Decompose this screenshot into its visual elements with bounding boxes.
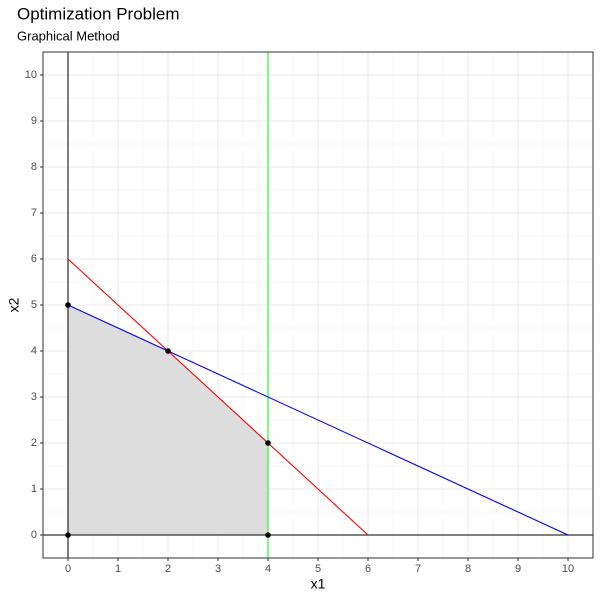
panel-border [42,51,594,559]
x-tick-label: 5 [315,563,321,575]
y-axis-label: x2 [6,297,22,312]
y-tick-label: 5 [31,299,37,311]
x-tick-label: 1 [115,563,121,575]
vertex-point [265,440,271,446]
x-tick-label: 3 [215,563,221,575]
y-tick-label: 2 [31,437,37,449]
y-tick-label: 0 [31,529,37,541]
x-tick-label: 0 [65,563,71,575]
y-tick-label: 1 [31,483,37,495]
y-tick-label: 4 [31,345,37,357]
constraint-line [67,258,369,536]
vertex-point [265,532,271,538]
vertex-point [165,348,171,354]
chart-subtitle: Graphical Method [17,28,120,43]
y-tick-label: 8 [31,161,37,173]
x-axis-label: x1 [311,576,326,592]
x-tick-label: 6 [365,563,371,575]
x-tick-label: 8 [465,563,471,575]
y-tick-label: 10 [25,69,37,81]
vertex-point [65,532,71,538]
chart-title: Optimization Problem [17,4,180,23]
feasible-region [68,305,268,535]
x-tick-label: 10 [562,563,574,575]
y-tick-label: 7 [31,207,37,219]
x-tick-label: 2 [165,563,171,575]
x-tick-label: 4 [265,563,271,575]
y-tick-label: 6 [31,253,37,265]
constraint-line [67,304,569,536]
y-tick-label: 3 [31,391,37,403]
y-tick-label: 9 [31,115,37,127]
vertex-point [65,302,71,308]
x-tick-label: 7 [415,563,421,575]
x-tick-label: 9 [515,563,521,575]
